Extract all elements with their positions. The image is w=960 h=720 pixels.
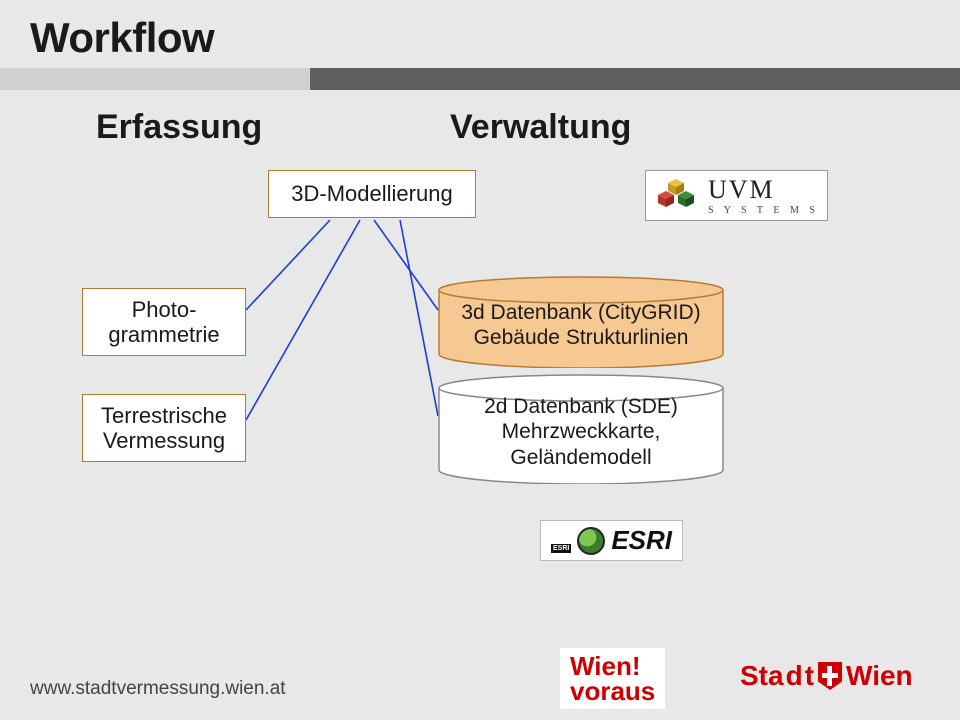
shield-icon [818, 662, 842, 690]
stadtwien-text: t [805, 660, 814, 692]
esri-tag-icon: ESRI [551, 544, 571, 553]
page-title: Workflow [30, 14, 214, 62]
uvm-cubes-icon [654, 177, 700, 215]
box-label: 3D-Modellierung [291, 181, 452, 206]
logo-esri: ESRI ESRI [540, 520, 683, 561]
wien-voraus-line: voraus [570, 676, 655, 706]
title-divider [0, 68, 960, 90]
stadtwien-text: Wien [846, 660, 913, 692]
uvm-logo-text: UVM [708, 175, 819, 205]
cylinder-label-line: Geländemodell [484, 445, 678, 470]
box-3d-modellierung: 3D-Modellierung [268, 170, 476, 218]
cylinder-label-line: Mehrzweckkarte, [484, 419, 678, 444]
logo-stadt-wien: Stadt Wien [740, 660, 913, 692]
box-label-line: grammetrie [108, 322, 219, 347]
logo-uvm-systems: UVM S Y S T E M S [645, 170, 828, 221]
globe-icon [577, 527, 605, 555]
box-label-line: Photo- [132, 297, 197, 322]
stadtwien-text: Sta [740, 660, 784, 692]
heading-verwaltung: Verwaltung [450, 108, 631, 147]
footer-url: www.stadtvermessung.wien.at [30, 678, 286, 700]
box-label-line: Terrestrische [101, 403, 227, 428]
cylinder-2d-datenbank: 2d Datenbank (SDE) Mehrzweckkarte, Gelän… [438, 374, 724, 484]
box-label-line: Vermessung [103, 428, 225, 453]
stadtwien-text: d [786, 660, 803, 692]
uvm-logo-subtext: S Y S T E M S [708, 205, 819, 216]
logo-wien-voraus: Wien! voraus [560, 648, 665, 709]
box-terrestrische-vermessung: Terrestrische Vermessung [82, 394, 246, 462]
box-photogrammetrie: Photo- grammetrie [82, 288, 246, 356]
cylinder-3d-datenbank: 3d Datenbank (CityGRID) Gebäude Struktur… [438, 276, 724, 368]
cylinder-label-line: 2d Datenbank (SDE) [484, 394, 678, 419]
cylinder-label-line: Gebäude Strukturlinien [461, 325, 700, 350]
cylinder-label-line: 3d Datenbank (CityGRID) [461, 300, 700, 325]
esri-logo-text: ESRI [611, 525, 672, 556]
heading-erfassung: Erfassung [96, 108, 262, 147]
